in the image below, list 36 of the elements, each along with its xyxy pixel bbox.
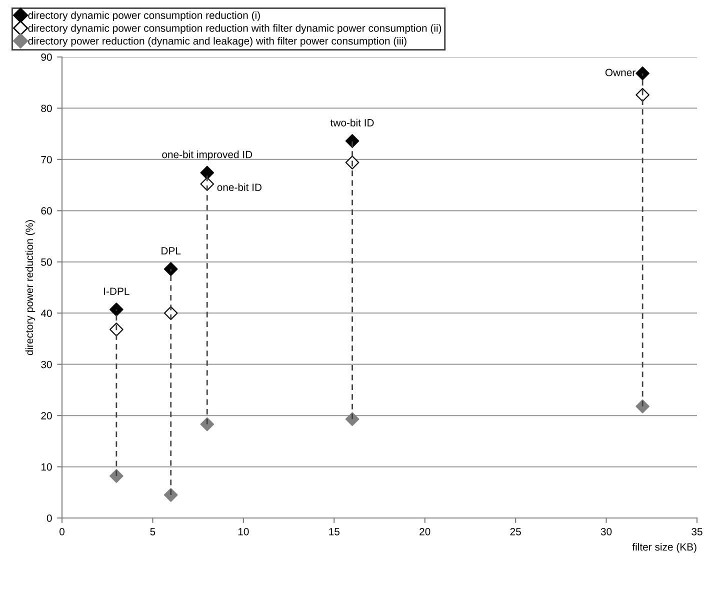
point — [164, 262, 178, 276]
y-tick-label: 60 — [41, 207, 52, 215]
annotation: I-DPL — [104, 288, 130, 295]
annotation: two-bit ID — [330, 118, 374, 126]
annotation: Owner — [605, 68, 636, 76]
annotation: one-bit ID — [217, 183, 262, 191]
annotation: DPL — [162, 247, 181, 254]
x-tick-label: 25 — [510, 528, 521, 536]
annotation: one-bit improved ID — [162, 150, 252, 160]
x-tick-label: 0 — [60, 528, 64, 536]
y-tick-label: 20 — [41, 412, 52, 420]
x-axis-title: filter size (KB) — [632, 542, 696, 553]
y-tick-label: 90 — [41, 54, 52, 61]
x-tick-label: 10 — [238, 528, 249, 536]
y-tick-label: 0 — [46, 514, 52, 522]
point — [636, 66, 650, 80]
y-tick-label: 40 — [40, 310, 52, 317]
x-tick-label: 30 — [600, 528, 612, 536]
point — [164, 488, 178, 502]
y-tick-label: 50 — [41, 258, 52, 266]
point — [110, 302, 124, 316]
y-tick-label: 80 — [41, 104, 52, 112]
y-axis-title: directory power reduction (%) — [25, 220, 36, 356]
x-tick-label: 15 — [329, 528, 340, 536]
x-tick-label: 5 — [150, 528, 156, 536]
point — [636, 399, 650, 414]
point — [200, 166, 214, 180]
y-tick-label: 70 — [41, 156, 52, 164]
y-tick-label: 30 — [41, 360, 52, 368]
legend-label: directory dynamic power consumption reduction with filter dynamic power consumption (ii) — [28, 24, 442, 34]
x-tick-label: 35 — [692, 528, 702, 536]
legend-label: directory power reduction (dynamic and leakage) with filter power consumption (iii) — [28, 37, 406, 47]
legend-label: directory dynamic power consumption reduction (i) — [28, 11, 260, 22]
y-tick-label: 10 — [41, 463, 52, 471]
point — [110, 469, 124, 483]
x-tick-label: 20 — [420, 528, 430, 536]
